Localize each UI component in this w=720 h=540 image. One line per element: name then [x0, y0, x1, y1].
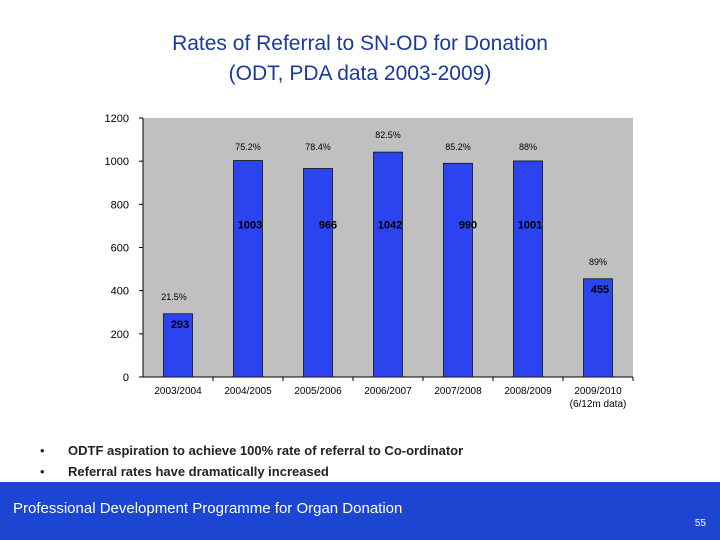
y-tick-label: 400 — [111, 286, 129, 298]
bar — [163, 313, 193, 378]
bar-value-label: 293 — [171, 319, 189, 331]
bar-percent-label: 21.5% — [161, 292, 187, 302]
bullet-marker: • — [40, 464, 45, 479]
bar-percent-label: 82.5% — [375, 130, 401, 140]
bar — [233, 160, 263, 378]
x-tick-label: 2005/2006 — [294, 386, 342, 397]
bar — [443, 162, 473, 378]
bar-value-label: 1003 — [238, 219, 262, 231]
x-tick-label: 2003/2004 — [154, 386, 202, 397]
bar — [513, 160, 543, 378]
x-tick-label: 2006/2007 — [364, 386, 412, 397]
bar-value-label: 1042 — [378, 219, 402, 231]
x-tick-label: 2008/2009 — [504, 386, 552, 397]
bar-value-label: 990 — [459, 219, 477, 231]
bar — [373, 151, 403, 378]
slide-subtitle: (ODT, PDA data 2003-2009) — [228, 62, 492, 85]
bar — [583, 278, 613, 378]
x-tick-note: (6/12m data) — [570, 399, 627, 410]
bar-value-label: 455 — [591, 284, 609, 296]
bullet-item: • Referral rates have dramatically increa… — [40, 461, 463, 482]
bullet-text: Referral rates have dramatically increas… — [68, 464, 329, 479]
bar-percent-label: 85.2% — [445, 142, 471, 152]
bar-percent-label: 89% — [589, 257, 607, 267]
y-tick-label: 800 — [111, 199, 129, 211]
bullet-text: ODTF aspiration to achieve 100% rate of … — [68, 443, 464, 458]
referral-rate-bar-chart: 0 200 400 600 800 1000 1200 293 21.5% 2003/2004 10… — [105, 113, 634, 410]
x-tick-label: 2004/2005 — [224, 386, 272, 397]
slide-title: Rates of Referral to SN-OD for Donation — [172, 32, 548, 55]
footer-title: Professional Development Programme for O… — [13, 500, 403, 517]
bullet-list: • ODTF aspiration to achieve 100% rate of… — [40, 440, 463, 482]
y-tick-label: 600 — [111, 243, 129, 255]
bar-value-label: 1001 — [518, 219, 542, 231]
x-tick-label: 2009/2010 — [574, 386, 622, 397]
y-tick-label: 200 — [111, 329, 129, 341]
bar-percent-label: 75.2% — [235, 142, 261, 152]
x-tick-label: 2007/2008 — [434, 386, 482, 397]
bar — [303, 168, 333, 378]
y-tick-label: 1000 — [105, 156, 129, 168]
bar-percent-label: 88% — [519, 142, 537, 152]
y-tick-label: 0 — [123, 372, 129, 384]
y-tick-label: 1200 — [105, 113, 129, 125]
bullet-marker: • — [40, 443, 45, 458]
footer-banner: Professional Development Programme for O… — [0, 482, 720, 540]
bullet-item: • ODTF aspiration to achieve 100% rate of… — [40, 440, 463, 461]
bar-value-label: 966 — [319, 219, 337, 231]
page-number: 55 — [694, 518, 706, 529]
bar-percent-label: 78.4% — [305, 142, 331, 152]
